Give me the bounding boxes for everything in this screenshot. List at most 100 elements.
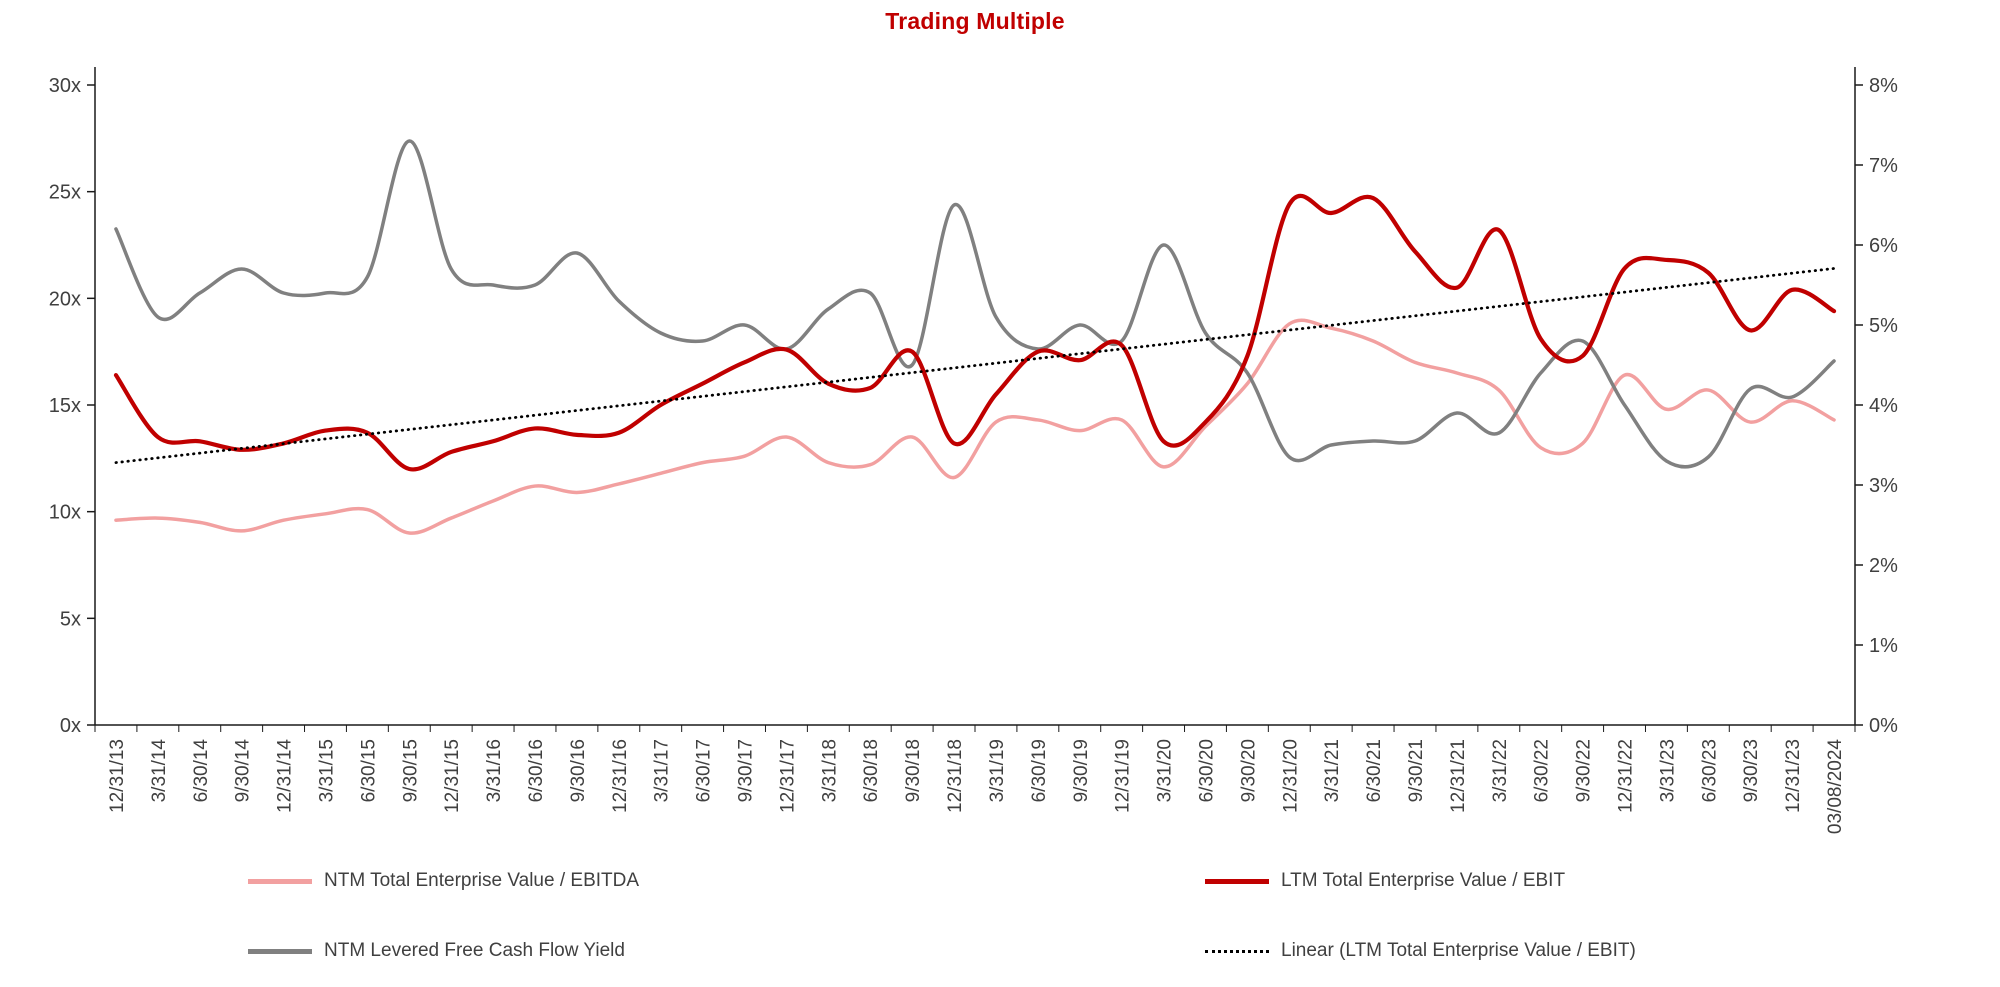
legend-item-ntm-ebitda: NTM Total Enterprise Value / EBITDA <box>248 869 639 893</box>
x-axis-label-text: 9/30/21 <box>1406 739 1427 802</box>
x-axis-label: 9/30/19 <box>1071 739 1092 802</box>
x-axis-label: 9/30/18 <box>903 739 924 802</box>
x-axis-label-text: 12/31/19 <box>1113 739 1134 813</box>
x-axis-label: 3/31/18 <box>819 739 840 802</box>
x-axis-label-text: 12/31/18 <box>945 739 966 813</box>
x-axis-label-text: 9/30/22 <box>1574 739 1595 802</box>
x-axis-label-text: 3/31/19 <box>987 739 1008 802</box>
x-axis-label-text: 3/31/22 <box>1490 739 1511 802</box>
x-axis-label: 3/31/22 <box>1490 739 1511 802</box>
x-axis-label: 3/31/16 <box>484 739 505 802</box>
right-axis-tick-label: 4% <box>1869 395 1898 417</box>
x-axis-label-text: 3/31/23 <box>1657 739 1678 802</box>
x-axis-label-text: 9/30/23 <box>1741 739 1762 802</box>
x-axis-label: 12/31/17 <box>777 739 798 813</box>
x-axis-label: 12/31/16 <box>610 739 631 813</box>
x-axis-label-text: 3/31/15 <box>316 739 337 802</box>
x-axis-label: 9/30/14 <box>233 739 254 803</box>
x-axis-label: 6/30/19 <box>1029 739 1050 802</box>
x-axis-label: 6/30/16 <box>526 739 547 802</box>
x-axis-label-text: 12/31/17 <box>777 739 798 813</box>
chart-title: Trading Multiple <box>885 8 1065 34</box>
legend-swatch-ntm-fcf-yield <box>248 948 312 954</box>
left-axis-tick-label: 20x <box>49 288 81 310</box>
x-axis-label-text: 3/31/14 <box>149 739 170 803</box>
right-axis-tick-label: 8% <box>1869 75 1898 97</box>
legend-swatch-ltm-ebit <box>1205 878 1269 884</box>
x-axis-label-text: 03/08/2024 <box>1825 739 1846 835</box>
x-axis-label: 12/31/22 <box>1616 739 1637 813</box>
x-axis-label: 03/08/2024 <box>1825 739 1846 835</box>
x-axis-label-text: 6/30/16 <box>526 739 547 802</box>
x-axis-label-text: 6/30/19 <box>1029 739 1050 802</box>
x-axis-label: 12/31/18 <box>945 739 966 813</box>
x-axis-label-text: 12/31/15 <box>442 739 463 813</box>
x-axis-label: 6/30/17 <box>694 739 715 802</box>
x-axis-label-text: 9/30/15 <box>400 739 421 802</box>
x-axis-label: 12/31/14 <box>275 739 296 813</box>
left-axis-tick-label: 0x <box>60 715 81 737</box>
x-axis-label-text: 6/30/21 <box>1364 739 1385 802</box>
x-axis-label: 9/30/15 <box>400 739 421 802</box>
x-axis-label: 9/30/16 <box>568 739 589 802</box>
x-axis-label-text: 6/30/14 <box>191 739 212 803</box>
x-axis-label-text: 9/30/19 <box>1071 739 1092 802</box>
x-axis-label: 6/30/18 <box>861 739 882 802</box>
x-axis-label: 6/30/15 <box>358 739 379 802</box>
series-line-ntm-ebitda <box>114 318 1836 535</box>
x-axis-label-text: 6/30/18 <box>861 739 882 802</box>
x-axis-label-text: 12/31/22 <box>1616 739 1637 813</box>
right-axis-tick-label: 2% <box>1869 555 1898 577</box>
x-axis-label: 3/31/14 <box>149 739 170 803</box>
x-axis-label-text: 12/31/14 <box>275 739 296 813</box>
x-axis-label: 12/31/15 <box>442 739 463 813</box>
x-axis-label: 6/30/22 <box>1532 739 1553 802</box>
x-axis-label: 12/31/19 <box>1113 739 1134 813</box>
x-axis-label: 6/30/21 <box>1364 739 1385 802</box>
x-axis-label-text: 9/30/17 <box>736 739 757 802</box>
x-axis-label: 3/31/20 <box>1155 739 1176 802</box>
right-axis-tick-label: 5% <box>1869 315 1898 337</box>
x-axis-label-text: 9/30/14 <box>233 739 254 803</box>
x-axis-label: 9/30/17 <box>736 739 757 802</box>
x-axis-label: 6/30/23 <box>1699 739 1720 802</box>
left-axis-tick-label: 10x <box>49 502 81 524</box>
x-axis-label: 3/31/17 <box>652 739 673 802</box>
x-axis-label: 12/31/21 <box>1448 739 1469 813</box>
x-axis-label: 12/31/23 <box>1783 739 1804 813</box>
x-axis-label-text: 3/31/18 <box>819 739 840 802</box>
right-axis-tick-label: 1% <box>1869 635 1898 657</box>
left-axis-tick-label: 25x <box>49 182 81 204</box>
right-axis-tick-label: 6% <box>1869 235 1898 257</box>
legend-item-linear-trend: Linear (LTM Total Enterprise Value / EBI… <box>1205 939 1636 963</box>
x-axis-label-text: 9/30/16 <box>568 739 589 802</box>
x-axis-label: 12/31/13 <box>107 739 128 813</box>
x-axis-label: 9/30/20 <box>1238 739 1259 802</box>
x-axis-label-text: 3/31/21 <box>1322 739 1343 802</box>
legend-swatch-linear-trend <box>1205 949 1269 953</box>
x-axis-label: 12/31/20 <box>1280 739 1301 813</box>
x-axis-label: 3/31/23 <box>1657 739 1678 802</box>
legend-label-ltm-ebit: LTM Total Enterprise Value / EBIT <box>1281 870 1566 891</box>
x-axis-label: 9/30/23 <box>1741 739 1762 802</box>
x-axis-label-text: 6/30/17 <box>694 739 715 802</box>
x-axis-label-text: 6/30/15 <box>358 739 379 802</box>
series-line-ltm-ebit <box>113 193 1837 472</box>
x-axis-label-text: 12/31/16 <box>610 739 631 813</box>
x-axis-label-text: 12/31/21 <box>1448 739 1469 813</box>
x-axis-label: 6/30/20 <box>1196 739 1217 802</box>
x-axis-label: 9/30/21 <box>1406 739 1427 802</box>
legend-label-ntm-fcf-yield: NTM Levered Free Cash Flow Yield <box>324 940 625 961</box>
x-axis-label: 6/30/14 <box>191 739 212 803</box>
x-axis-label-text: 3/31/17 <box>652 739 673 802</box>
x-axis-label-text: 9/30/18 <box>903 739 924 802</box>
series-line-linear-trend <box>114 267 1836 464</box>
legend-item-ltm-ebit: LTM Total Enterprise Value / EBIT <box>1205 869 1565 893</box>
right-axis-tick-label: 0% <box>1869 715 1898 737</box>
x-axis-label-text: 12/31/23 <box>1783 739 1804 813</box>
series-line-ntm-fcf-yield <box>114 139 1836 469</box>
x-axis-label-text: 9/30/20 <box>1238 739 1259 802</box>
x-axis-label-text: 3/31/20 <box>1155 739 1176 802</box>
